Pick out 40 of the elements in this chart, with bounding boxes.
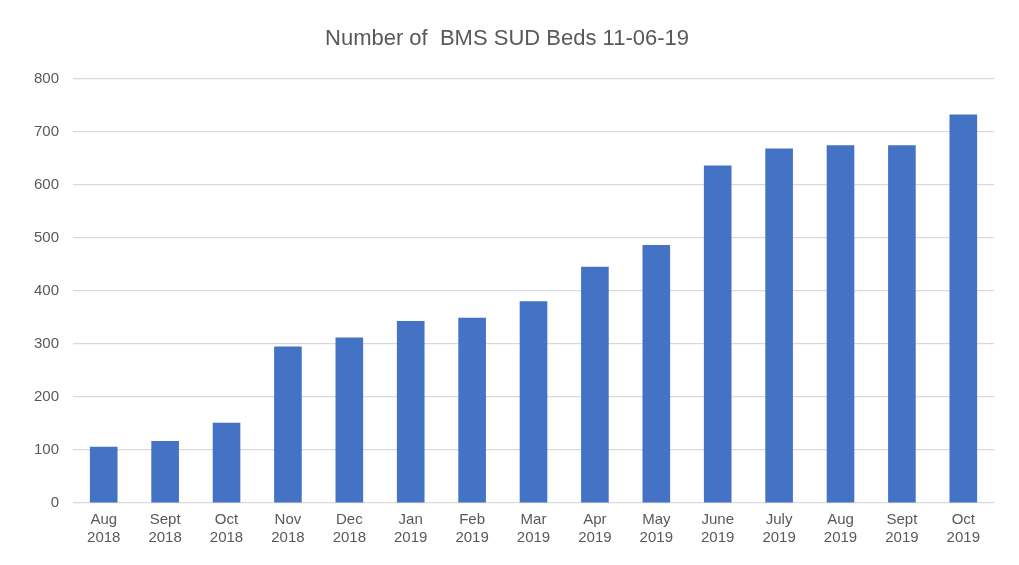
chart-title: Number of BMS SUD Beds 11-06-19 bbox=[325, 25, 689, 51]
x-tick-label: Jan 2019 bbox=[394, 510, 428, 546]
bar bbox=[458, 317, 486, 503]
bar bbox=[519, 301, 548, 503]
x-tick-label: June 2019 bbox=[701, 510, 735, 546]
x-tick-label: July 2019 bbox=[762, 510, 796, 546]
bar bbox=[765, 148, 793, 503]
y-tick-label: 600 bbox=[34, 174, 60, 192]
bar bbox=[642, 245, 671, 503]
bar bbox=[212, 422, 241, 503]
bar bbox=[151, 440, 179, 503]
bar bbox=[581, 266, 609, 503]
x-tick-label: Dec 2018 bbox=[332, 510, 367, 546]
x-tick-label: Mar 2019 bbox=[516, 510, 551, 546]
x-tick-label: Oct 2019 bbox=[946, 510, 980, 546]
y-tick-label: 700 bbox=[34, 121, 60, 139]
bar bbox=[274, 346, 302, 503]
y-tick-label: 300 bbox=[34, 333, 60, 351]
y-tick-label: 800 bbox=[34, 68, 60, 86]
bar bbox=[396, 320, 425, 503]
x-tick-label: Sept 2019 bbox=[885, 510, 919, 546]
bar bbox=[335, 337, 364, 503]
y-tick-label: 0 bbox=[50, 493, 60, 511]
x-tick-label: Apr 2019 bbox=[578, 510, 612, 546]
x-tick-label: Sept 2018 bbox=[148, 510, 182, 546]
bar bbox=[826, 145, 855, 503]
x-tick-label: Aug 2019 bbox=[823, 510, 858, 546]
bar bbox=[89, 446, 118, 503]
y-tick-label: 100 bbox=[34, 440, 60, 458]
x-tick-label: Aug 2018 bbox=[87, 510, 121, 546]
bar bbox=[949, 114, 978, 503]
y-tick-label: 500 bbox=[34, 227, 60, 245]
x-tick-label: May 2019 bbox=[639, 510, 673, 546]
x-tick-label: Nov 2018 bbox=[271, 510, 305, 546]
bar bbox=[703, 165, 732, 503]
bar bbox=[888, 145, 916, 503]
x-tick-label: Oct 2018 bbox=[209, 510, 244, 546]
x-tick-label: Feb 2019 bbox=[455, 510, 489, 546]
y-tick-label: 200 bbox=[34, 386, 60, 404]
y-tick-label: 400 bbox=[34, 280, 60, 298]
